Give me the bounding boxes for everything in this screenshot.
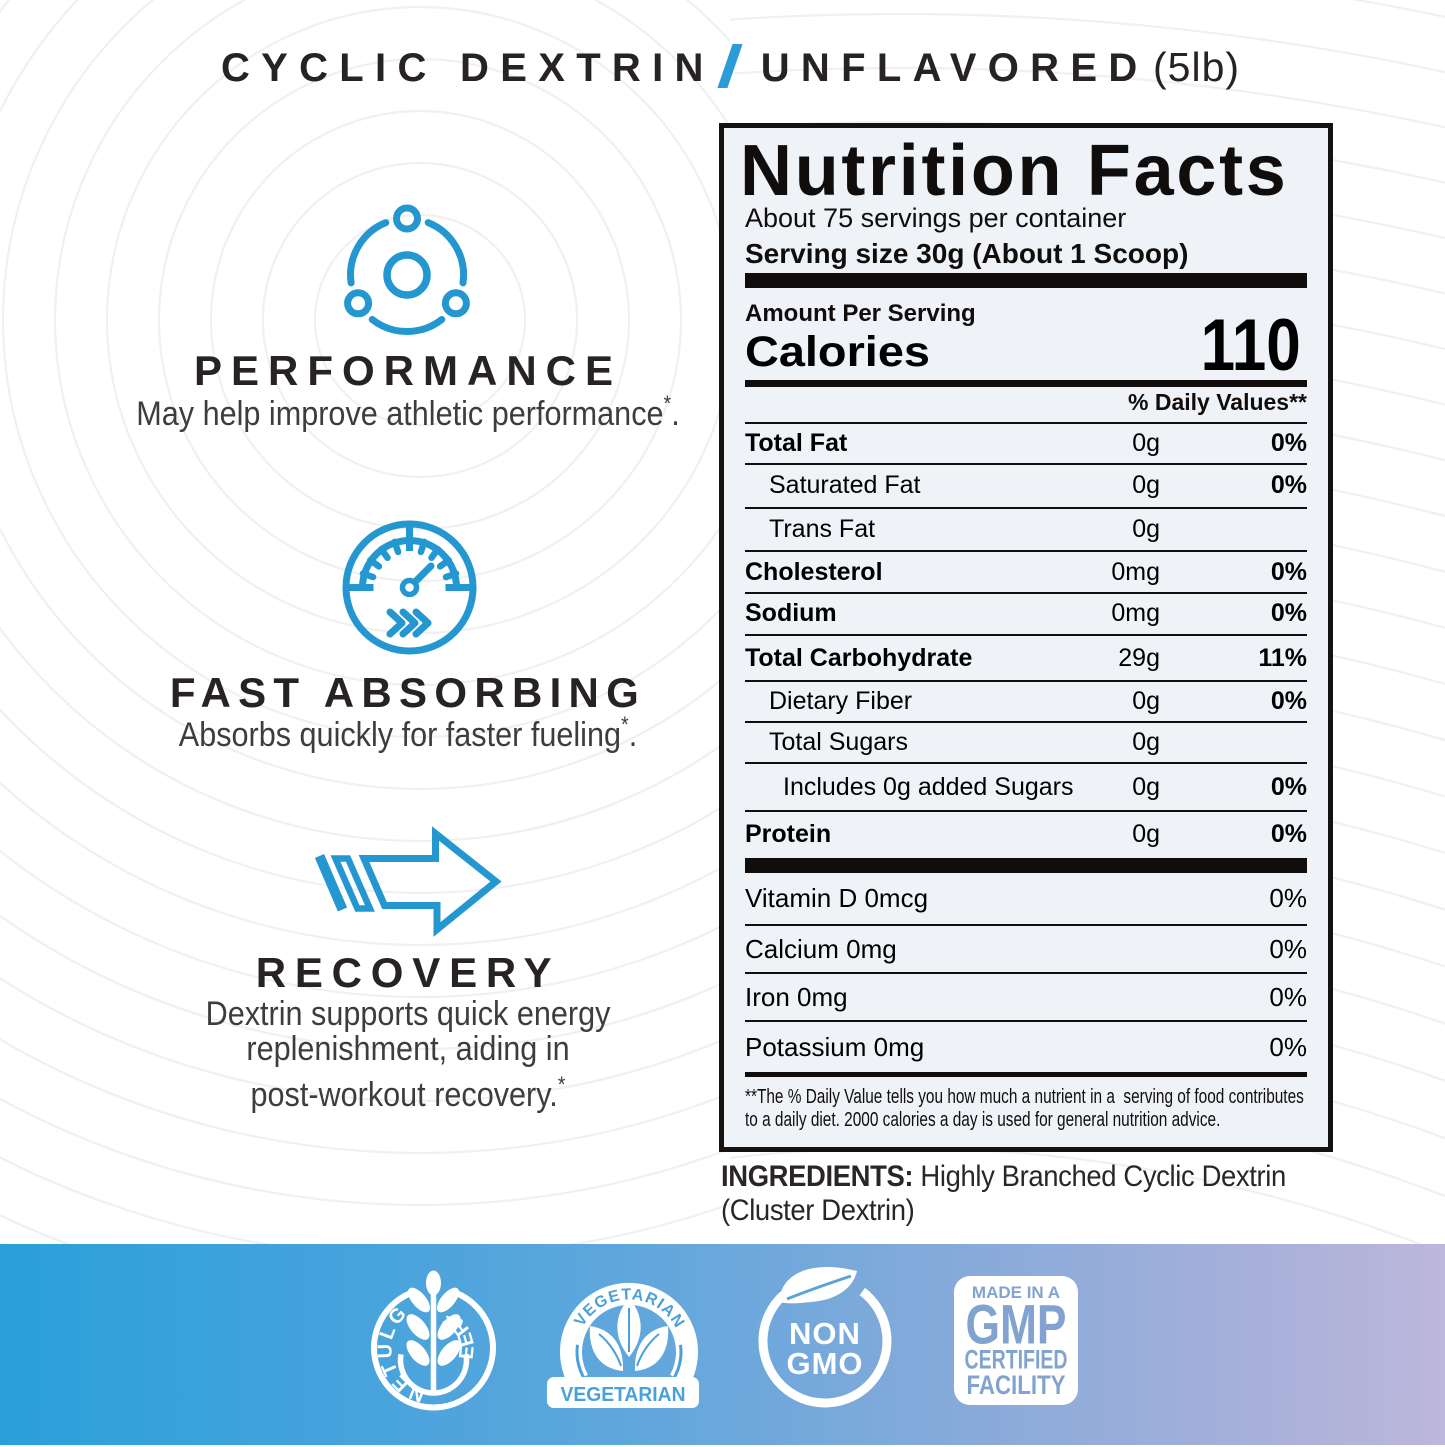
svg-text:CERTIFIED: CERTIFIED	[965, 1345, 1068, 1375]
svg-text:NON: NON	[789, 1316, 861, 1351]
svg-text:MADE IN A: MADE IN A	[972, 1283, 1060, 1302]
svg-text:FACILITY: FACILITY	[967, 1370, 1066, 1400]
svg-text:GMP: GMP	[966, 1293, 1067, 1356]
svg-text:GMO: GMO	[786, 1346, 863, 1381]
svg-text:VEGETARIAN: VEGETARIAN	[561, 1384, 686, 1406]
